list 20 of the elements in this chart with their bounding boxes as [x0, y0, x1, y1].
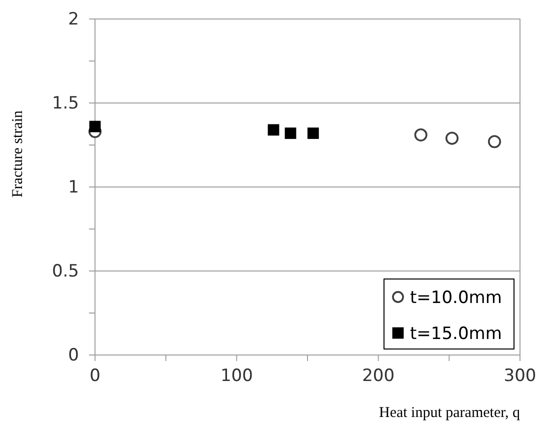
y-tick-label: 1.5 [52, 93, 79, 114]
point [307, 128, 319, 139]
y-axis-title: Fracture strain [10, 110, 26, 198]
x-tick-label: 100 [220, 366, 253, 386]
point [89, 120, 101, 132]
y-tick-label: 2 [68, 9, 79, 30]
point [445, 132, 459, 145]
x-tick-label: 0 [90, 366, 100, 386]
point [268, 124, 280, 136]
y-tick-label: 1 [68, 177, 79, 198]
legend-label: t=10.0mm [410, 288, 502, 308]
point [414, 128, 428, 142]
y-tick-label: 0 [68, 345, 79, 366]
y-tick-label: 0.5 [52, 261, 79, 282]
x-axis-title: Heat input parameter, q [378, 405, 520, 421]
point [284, 128, 296, 139]
x-tick-label: 200 [362, 366, 395, 386]
point [488, 135, 502, 148]
legend-label: t=15.0mm [410, 324, 502, 344]
x-tick-label: 300 [504, 366, 536, 386]
